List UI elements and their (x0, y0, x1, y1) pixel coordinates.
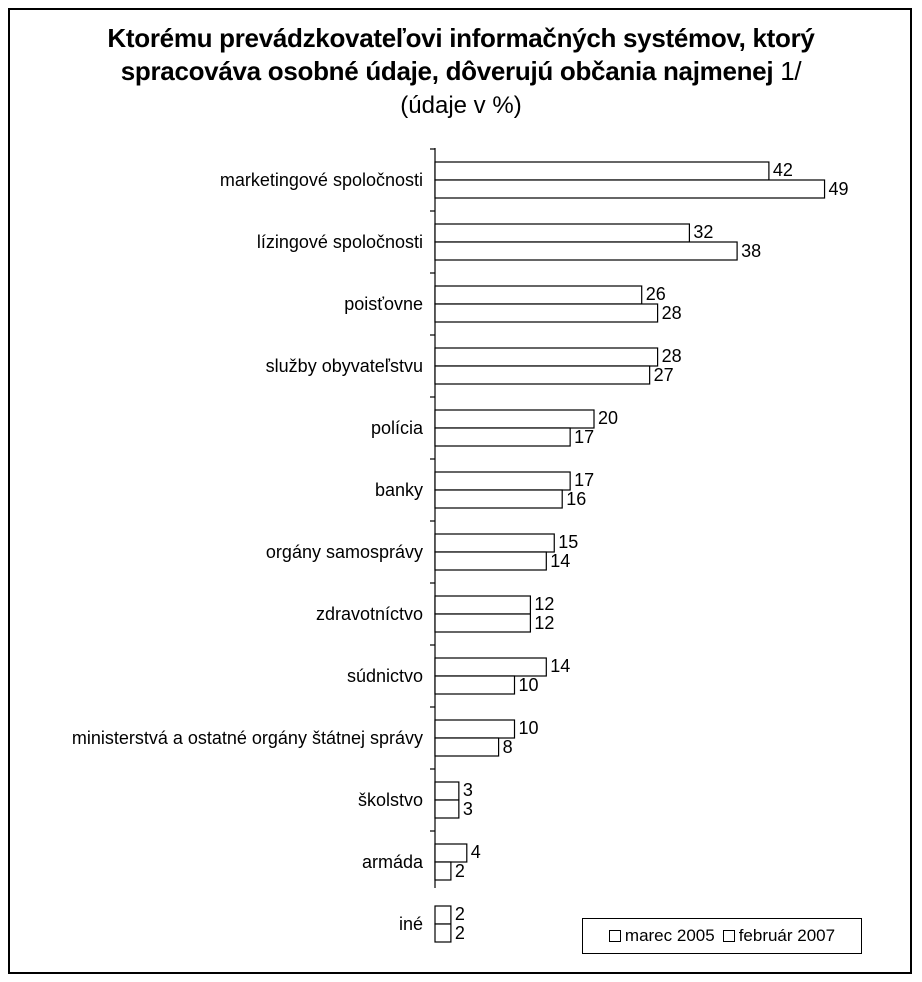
bar-februar-2007 (434, 861, 452, 881)
data-label-marec-2005: 2 (455, 904, 465, 924)
chart-title: Ktorému prevádzkovateľovi informačných s… (20, 22, 902, 121)
data-label-marec-2005: 28 (662, 346, 682, 366)
category-label: polícia (371, 418, 424, 438)
bar-februar-2007 (434, 737, 500, 757)
bar-februar-2007 (434, 551, 547, 571)
data-label-marec-2005: 42 (773, 160, 793, 180)
legend-item-series-2: február 2007 (722, 926, 836, 946)
bar-februar-2007 (434, 179, 826, 199)
data-label-februar-2007: 17 (574, 427, 594, 447)
category-label: banky (375, 480, 423, 500)
bar-marec-2005 (434, 719, 516, 739)
data-label-februar-2007: 28 (662, 303, 682, 323)
data-label-marec-2005: 4 (471, 842, 481, 862)
bar-februar-2007 (434, 675, 516, 695)
bar-februar-2007 (434, 303, 659, 323)
bar-marec-2005 (434, 409, 595, 429)
data-label-marec-2005: 14 (550, 656, 570, 676)
bar-februar-2007 (434, 365, 651, 385)
data-label-marec-2005: 32 (693, 222, 713, 242)
legend: marec 2005 február 2007 (582, 918, 862, 954)
bar-marec-2005 (434, 905, 452, 925)
data-label-marec-2005: 26 (646, 284, 666, 304)
data-label-marec-2005: 20 (598, 408, 618, 428)
category-label: poisťovne (344, 294, 423, 314)
bar-marec-2005 (434, 595, 532, 615)
category-label: školstvo (358, 790, 423, 810)
bar-marec-2005 (434, 223, 690, 243)
chart-subtitle: (údaje v %) (400, 92, 522, 119)
category-label: zdravotníctvo (316, 604, 423, 624)
data-label-februar-2007: 8 (503, 737, 513, 757)
title-footnote: 1/ (773, 55, 802, 86)
bar-marec-2005 (434, 533, 555, 553)
bar-marec-2005 (434, 781, 460, 801)
bar-marec-2005 (434, 657, 547, 677)
category-label: služby obyvateľstvu (266, 356, 423, 376)
data-label-marec-2005: 10 (519, 718, 539, 738)
category-label: lízingové spoločnosti (257, 232, 423, 252)
data-label-marec-2005: 15 (558, 532, 578, 552)
bar-marec-2005 (434, 843, 468, 863)
bar-februar-2007 (434, 241, 738, 261)
legend-swatch-icon (608, 930, 621, 942)
bar-februar-2007 (434, 799, 460, 819)
bar-marec-2005 (434, 161, 770, 181)
bar-februar-2007 (434, 613, 532, 633)
bar-marec-2005 (434, 285, 643, 305)
data-label-marec-2005: 17 (574, 470, 594, 490)
bar-februar-2007 (434, 489, 563, 509)
data-label-marec-2005: 12 (534, 594, 554, 614)
bar-februar-2007 (434, 427, 571, 447)
category-label: marketingové spoločnosti (220, 170, 423, 190)
data-label-februar-2007: 2 (455, 861, 465, 881)
category-label: ministerstvá a ostatné orgány štátnej sp… (72, 728, 423, 748)
legend-item-series-1: marec 2005 (608, 926, 715, 946)
data-label-marec-2005: 3 (463, 780, 473, 800)
bar-marec-2005 (434, 347, 659, 367)
data-label-februar-2007: 16 (566, 489, 586, 509)
data-label-februar-2007: 2 (455, 923, 465, 943)
category-label: armáda (362, 852, 424, 872)
category-label: orgány samosprávy (266, 542, 423, 562)
title-line-1: Ktorému prevádzkovateľovi informačných s… (107, 23, 815, 53)
bar-februar-2007 (434, 923, 452, 943)
title-line-2-text: spracováva osobné údaje, dôverujú občani… (120, 55, 774, 86)
bar-marec-2005 (434, 471, 571, 491)
legend-label-series-2: február 2007 (738, 926, 836, 945)
legend-swatch-icon (722, 930, 735, 942)
legend-label-series-1: marec 2005 (624, 926, 715, 945)
category-label: iné (399, 914, 423, 934)
data-label-februar-2007: 14 (550, 551, 570, 571)
data-label-februar-2007: 12 (534, 613, 554, 633)
category-label: súdnictvo (347, 666, 423, 686)
data-label-februar-2007: 49 (829, 179, 849, 199)
title-line-2: spracováva osobné údaje, dôverujú občani… (20, 55, 902, 88)
data-label-februar-2007: 27 (654, 365, 674, 385)
data-label-februar-2007: 38 (741, 241, 761, 261)
data-label-februar-2007: 3 (463, 799, 473, 819)
data-label-februar-2007: 10 (519, 675, 539, 695)
